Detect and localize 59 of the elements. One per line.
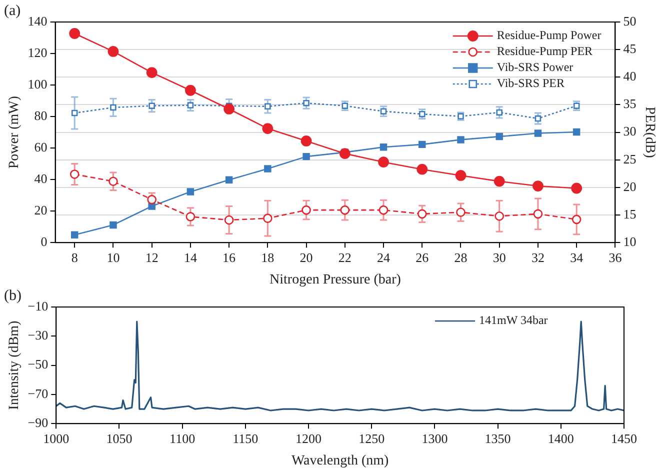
y2-tick-label: 30 [623,124,636,139]
x-axis-title: Nitrogen Pressure (bar) [270,272,402,288]
x-tick-label: 1350 [484,430,511,446]
y-tick-label: 120 [28,44,48,60]
x-tick-label: 1400 [548,430,574,446]
y2-tick-label: 15 [623,206,636,222]
x-tick-label: 16 [222,250,236,265]
y2-tick-label: 20 [623,178,636,194]
y-tick-label: −70 [28,386,48,401]
x-tick-label: 1450 [611,430,637,446]
x-tick-label: 20 [300,250,313,265]
x-tick-label: 1100 [170,430,196,446]
x-tick-label: 26 [416,250,430,265]
x-tick-label: 32 [531,250,544,265]
x-tick-label: 1150 [232,430,258,446]
y2-tick-label: 50 [623,13,636,28]
y2-tick-label: 45 [623,40,636,56]
legend-label: Vib-SRS Power [496,60,574,74]
y-tick-label: 140 [28,13,48,28]
chart-title: (a) [4,2,21,19]
x-tick-label: 14 [184,250,198,265]
y2-tick-label: 10 [623,234,636,250]
y-tick-label: 0 [40,234,48,250]
y-tick-label: 40 [34,170,48,186]
y-tick-label: 100 [28,76,48,92]
x-tick-label: 1250 [358,430,385,446]
y-tick-label: −10 [28,298,48,314]
x-tick-label: 30 [492,250,506,265]
x-tick-label: 36 [608,250,622,265]
y-tick-label: 60 [34,139,48,154]
x-tick-label: 12 [145,250,158,265]
legend-label: Residue-Pump PER [496,44,593,58]
x-tick-label: 22 [338,250,352,265]
x-tick-label: 10 [106,250,120,265]
x-axis-title: Wavelength (nm) [291,453,390,468]
y-tick-label: 20 [34,202,48,218]
x-tick-label: 1300 [422,430,448,446]
y-axis-title: Intensity (dBm) [7,320,22,410]
y-tick-label: −30 [28,328,48,343]
x-tick-label: 1000 [43,430,70,446]
legend-label: Vib-SRS PER [496,76,565,90]
y2-tick-label: 25 [623,151,636,166]
legend-label: Residue-Pump Power [496,28,602,42]
legend-label: 141mW 34bar [479,313,548,328]
y-tick-label: −50 [28,356,48,372]
y-axis-title: Power (mW) [7,96,22,169]
x-tick-label: 34 [570,250,584,265]
x-tick-label: 1200 [296,430,322,446]
x-tick-label: 18 [261,250,274,265]
y-tick-label: 80 [34,108,48,123]
y-tick-label: −90 [28,415,48,430]
x-tick-label: 24 [377,250,391,265]
y2-tick-label: 40 [623,68,636,84]
x-tick-label: 28 [454,250,468,265]
y2-axis-title: PER(dB) [642,106,657,158]
x-tick-label: 1050 [106,430,132,446]
chart-title: (b) [4,288,22,304]
y2-tick-label: 35 [623,96,636,112]
x-tick-label: 8 [71,250,78,265]
